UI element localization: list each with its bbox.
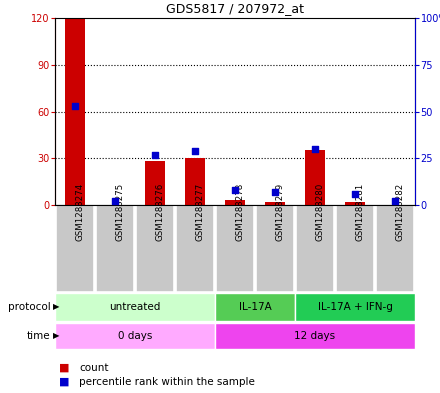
Text: GSM1283281: GSM1283281 [355, 183, 364, 241]
Bar [55, 323, 215, 349]
Point [231, 187, 238, 193]
Text: GSM1283275: GSM1283275 [115, 183, 124, 241]
Bar [185, 158, 205, 205]
Text: GSM1283278: GSM1283278 [235, 183, 244, 241]
Bar [225, 200, 245, 205]
Text: protocol: protocol [8, 302, 51, 312]
Point [352, 191, 359, 197]
Bar [136, 205, 174, 292]
Text: percentile rank within the sample: percentile rank within the sample [79, 377, 255, 387]
Bar [336, 205, 374, 292]
Point [191, 148, 198, 154]
Text: GSM1283274: GSM1283274 [75, 183, 84, 241]
Bar [216, 205, 254, 292]
Bar [55, 293, 215, 321]
Bar [216, 323, 414, 349]
Bar [345, 202, 365, 205]
Text: GSM1283276: GSM1283276 [155, 183, 164, 241]
Bar [376, 205, 414, 292]
Text: count: count [79, 363, 109, 373]
Bar [96, 205, 134, 292]
Point [392, 198, 399, 204]
Text: GSM1283282: GSM1283282 [395, 183, 404, 241]
Bar [295, 293, 414, 321]
Bar [305, 151, 325, 205]
Text: time: time [27, 331, 51, 341]
Text: GSM1283277: GSM1283277 [195, 183, 204, 241]
Text: IL-17A + IFN-g: IL-17A + IFN-g [318, 302, 392, 312]
Point [312, 146, 319, 152]
Text: GSM1283279: GSM1283279 [275, 183, 284, 241]
Bar [296, 205, 334, 292]
Text: ▶: ▶ [53, 303, 59, 312]
Point [111, 198, 118, 204]
Bar [176, 205, 214, 292]
Point [71, 103, 78, 109]
Text: IL-17A: IL-17A [238, 302, 271, 312]
Bar [56, 205, 94, 292]
Text: untreated: untreated [109, 302, 161, 312]
Text: ■: ■ [59, 377, 70, 387]
Bar [256, 205, 294, 292]
Point [271, 189, 279, 195]
Text: ■: ■ [59, 363, 70, 373]
Text: GSM1283280: GSM1283280 [315, 183, 324, 241]
Title: GDS5817 / 207972_at: GDS5817 / 207972_at [166, 2, 304, 15]
Bar [265, 202, 285, 205]
Text: ▶: ▶ [53, 332, 59, 340]
Bar [145, 162, 165, 205]
Bar [216, 293, 295, 321]
Point [151, 151, 158, 158]
Text: 12 days: 12 days [294, 331, 336, 341]
Text: 0 days: 0 days [118, 331, 152, 341]
Bar [65, 18, 85, 205]
